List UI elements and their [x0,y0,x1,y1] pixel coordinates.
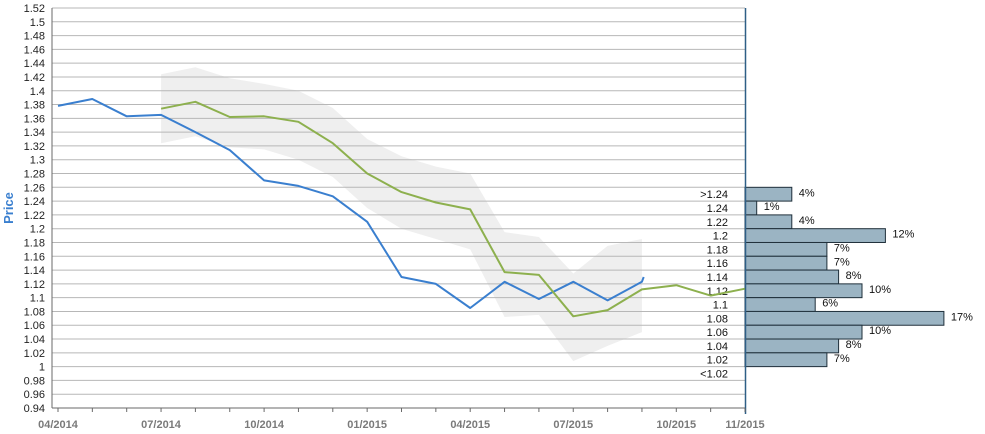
histogram-bar [744,283,863,299]
grid-layer [52,7,745,409]
y-tick-label: 1.22 [24,210,45,222]
x-tick-label: 04/2014 [38,419,79,431]
histogram-value-label: 1% [764,201,780,213]
axes-layer [51,8,747,414]
y-tick-label: 1.18 [24,237,45,249]
histogram-bin-label: 1.02 [707,355,728,367]
x-tick-label: 04/2015 [450,419,490,431]
y-tick-label: 1.52 [24,3,45,15]
y-tick-label: 1.04 [24,334,45,346]
y-tick-label: 1 [39,362,45,374]
series-layer [57,98,746,318]
histogram-bin-label: 1.1 [713,300,728,312]
range-band-layer [161,67,642,362]
histogram-bin-label: 1.18 [707,244,728,256]
histogram-bin-label: 1.16 [707,258,728,270]
y-tick-label: 1.4 [30,86,45,98]
y-tick-label: 1.44 [24,58,45,70]
histogram-value-label: 10% [869,325,891,337]
histogram-bar [744,255,828,271]
histogram-bar [744,352,828,368]
histogram-value-label: 8% [846,270,862,282]
confidence-band [161,67,642,362]
histogram-bar [744,297,816,312]
x-tick-label: 11/2015 [725,419,764,431]
y-tick-label: 1.34 [24,127,45,139]
y-tick-label: 1.36 [24,113,45,125]
x-tick-label: 10/2014 [244,419,285,431]
y-tick-label: 1.28 [24,169,45,181]
histogram-bar [744,228,886,243]
histogram-bar [744,214,793,230]
y-axis-label: Price [1,192,16,224]
histogram-value-label: 10% [869,284,891,296]
series-line-1 [57,98,645,309]
y-tick-label: 1.1 [30,293,45,305]
histogram-value-label: 7% [834,353,850,365]
histogram-bar [744,338,840,354]
x-tick-label: 07/2014 [141,419,182,431]
histogram-bin-label: 1.24 [707,203,728,215]
y-tick-label: 1.2 [30,224,45,236]
y-tick-label: 1.12 [24,279,45,291]
y-tick-label: 1.02 [24,348,45,360]
histogram-bar [744,310,945,326]
histogram-bin-label: 1.06 [707,327,728,339]
histogram-bin-label: 1.04 [707,341,728,353]
y-tick-labels: 0.94 0.96 0.981 1.02 1.04 1.06 1.081.1 1.12 1.14… [24,3,45,415]
histogram-value-label: 6% [822,298,838,310]
y-tick-label: 1.08 [24,306,45,318]
y-tick-label: 1.32 [24,141,45,153]
y-tick-label: 1.46 [24,44,45,56]
histogram-bin-label: <1.02 [700,369,728,381]
y-tick-label: 1.38 [24,100,45,112]
y-tick-label: 1.26 [24,182,45,194]
histogram-layer: >1.24 4% 1.24 1% 1.22 4% 1.2 12% 1.18 7% 1.16 7% 1.1… [700,186,973,381]
y-tick-label: 1.48 [24,31,45,43]
histogram-value-label: 7% [834,242,850,254]
histogram-value-label: 7% [834,256,850,268]
y-tick-label: 1.5 [30,17,45,29]
y-tick-label: 1.16 [24,251,45,263]
y-tick-label: 1.42 [24,72,45,84]
y-tick-label: 0.96 [24,389,45,401]
histogram-bin-label: 1.08 [707,313,728,325]
y-tick-label: 1.24 [24,196,45,208]
histogram-value-label: 12% [892,229,914,241]
histogram-value-label: 8% [846,339,862,351]
y-tick-label: 0.94 [24,403,45,415]
histogram-bar [744,186,793,202]
histogram-bar [744,324,863,340]
x-tick-labels: 04/2014 07/2014 10/2014 01/2015 04/2015 07/20… [38,419,764,431]
x-tick-label: 01/2015 [347,419,387,431]
histogram-value-label: 4% [799,215,815,227]
histogram-bin-label: 1.2 [713,231,728,243]
series-line-2 [160,100,746,318]
histogram-bar [744,241,828,257]
histogram-bin-label: 1.14 [707,272,728,284]
histogram-value-label: 4% [799,187,815,199]
histogram-bar [744,200,758,216]
histogram-bin-label: >1.24 [700,189,728,201]
histogram-value-label: 17% [951,311,973,323]
y-tick-label: 0.98 [24,375,45,387]
x-tick-label: 10/2015 [656,419,696,431]
histogram-bar [744,269,840,285]
y-tick-label: 1.3 [30,155,45,167]
histogram-bin-label: 1.22 [707,217,728,229]
x-tick-label: 07/2015 [553,419,593,431]
y-tick-label: 1.06 [24,320,45,332]
y-tick-label: 1.14 [24,265,45,277]
